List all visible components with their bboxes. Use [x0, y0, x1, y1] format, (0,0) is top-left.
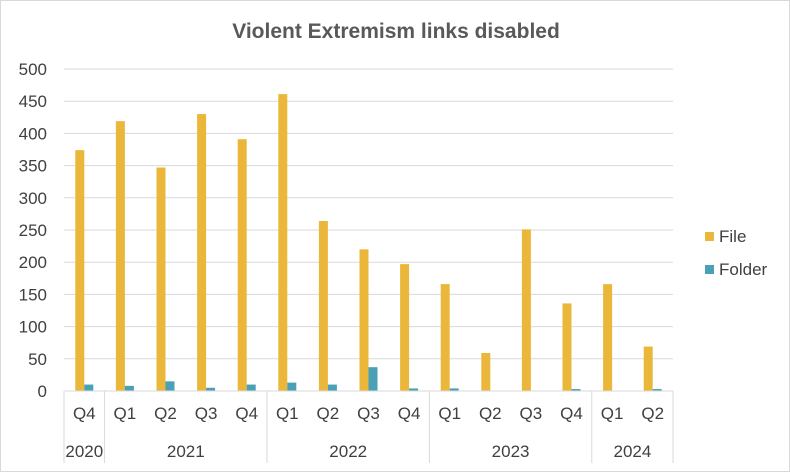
file-bar: [562, 303, 572, 391]
file-legend-swatch: [705, 232, 714, 241]
x-group-label: 2022: [329, 442, 367, 461]
file-bar: [318, 220, 328, 391]
x-tick-label: Q1: [114, 404, 137, 423]
file-bar: [440, 284, 450, 391]
legend-label: File: [719, 227, 746, 246]
y-axis-ticks: 0 50 100 150 200 250 300 350 400 450 500: [19, 60, 47, 401]
x-axis: Q4 Q1 Q2 Q3 Q4 Q1 Q2 Q3 Q4 Q1 Q2 Q3 Q4 Q1 Q2 2020 2021 20…: [63, 390, 674, 463]
y-tick-label: 100: [19, 318, 47, 337]
file-bar: [156, 167, 166, 391]
legend: File Folder: [705, 227, 768, 279]
folder-bar: [368, 367, 378, 391]
y-tick-label: 50: [28, 350, 47, 369]
folder-bar: [287, 382, 297, 391]
file-bar: [359, 249, 369, 391]
file-bar: [643, 346, 653, 391]
x-tick-label: Q4: [560, 404, 583, 423]
file-bar: [521, 229, 531, 391]
x-group-label: 2023: [492, 442, 530, 461]
y-tick-label: 200: [19, 253, 47, 272]
folder-bar: [165, 381, 175, 391]
file-bar: [400, 264, 410, 391]
x-group-label: 2021: [167, 442, 205, 461]
y-tick-label: 500: [19, 60, 47, 79]
file-bar: [115, 121, 125, 391]
file-bar: [603, 284, 613, 391]
y-tick-label: 350: [19, 157, 47, 176]
folder-bar: [409, 388, 419, 391]
folder-bar: [124, 385, 134, 391]
folder-legend-swatch: [705, 265, 714, 274]
y-tick-label: 400: [19, 124, 47, 143]
x-tick-label: Q2: [479, 404, 502, 423]
file-bar: [481, 353, 491, 391]
x-tick-label: Q1: [601, 404, 624, 423]
y-tick-label: 450: [19, 92, 47, 111]
x-tick-label: Q2: [641, 404, 664, 423]
y-tick-label: 150: [19, 285, 47, 304]
x-tick-label: Q4: [235, 404, 258, 423]
x-tick-label: Q3: [195, 404, 218, 423]
chart-title: Violent Extremism links disabled: [232, 20, 560, 43]
file-bar: [278, 94, 288, 391]
y-tick-label: 300: [19, 189, 47, 208]
folder-bar: [652, 389, 662, 391]
folder-bar: [449, 388, 459, 391]
x-group-label: 2020: [65, 442, 103, 461]
file-bar: [237, 139, 247, 391]
file-bar: [75, 150, 85, 391]
x-tick-label: Q3: [357, 404, 380, 423]
x-group-label: 2024: [613, 442, 651, 461]
folder-bar: [206, 387, 216, 391]
folder-bar: [84, 384, 94, 391]
x-tick-label: Q2: [317, 404, 340, 423]
y-tick-label: 0: [38, 382, 47, 401]
x-tick-label: Q2: [154, 404, 177, 423]
x-tick-label: Q4: [73, 404, 96, 423]
y-tick-label: 250: [19, 221, 47, 240]
file-bar: [197, 114, 207, 391]
x-tick-label: Q1: [276, 404, 299, 423]
folder-bar: [571, 389, 581, 391]
x-tick-label: Q4: [398, 404, 421, 423]
legend-label: Folder: [719, 260, 768, 279]
x-tick-label: Q1: [438, 404, 461, 423]
folder-bar: [327, 384, 337, 391]
folder-bar: [246, 384, 256, 391]
bars: [75, 94, 662, 391]
x-tick-label: Q3: [520, 404, 543, 423]
